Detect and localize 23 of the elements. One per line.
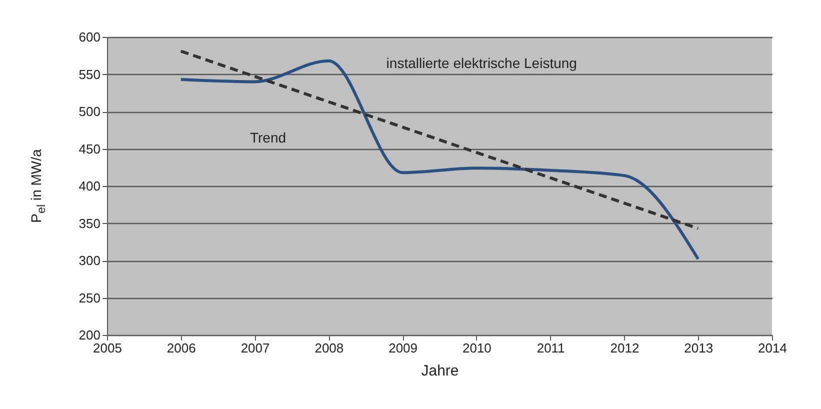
x-tick-label: 2011	[536, 340, 565, 356]
y-tick-label: 600	[78, 30, 100, 44]
y-tick-label: 400	[78, 178, 100, 194]
x-tick-label: 2013	[684, 340, 714, 356]
y-tick-label: 200	[78, 328, 100, 342]
line-series	[179, 59, 700, 261]
x-tick-label: 2006	[166, 340, 196, 356]
text: installierte elektrische Leistung	[386, 54, 577, 71]
y-tick-label: 550	[78, 66, 100, 82]
x-tick-label: 2012	[610, 340, 640, 356]
x-tick-label: 2007	[240, 340, 270, 356]
x-tick-label: 2009	[388, 340, 418, 356]
x-tick-label: 2008	[314, 340, 344, 356]
x-tick-label: 2005	[93, 340, 122, 356]
y-tick-label: 350	[78, 216, 100, 231]
x-tick-label: 2010	[462, 340, 492, 356]
y-tick-label: 300	[78, 253, 100, 268]
y-tick-label: 500	[78, 104, 100, 119]
text: Trend	[250, 129, 286, 146]
y-tick-label: 450	[78, 141, 100, 156]
x-tick-label: 2014	[758, 340, 787, 356]
y-tick-label: 250	[78, 290, 100, 306]
x-axis-title: Jahre	[421, 362, 459, 380]
